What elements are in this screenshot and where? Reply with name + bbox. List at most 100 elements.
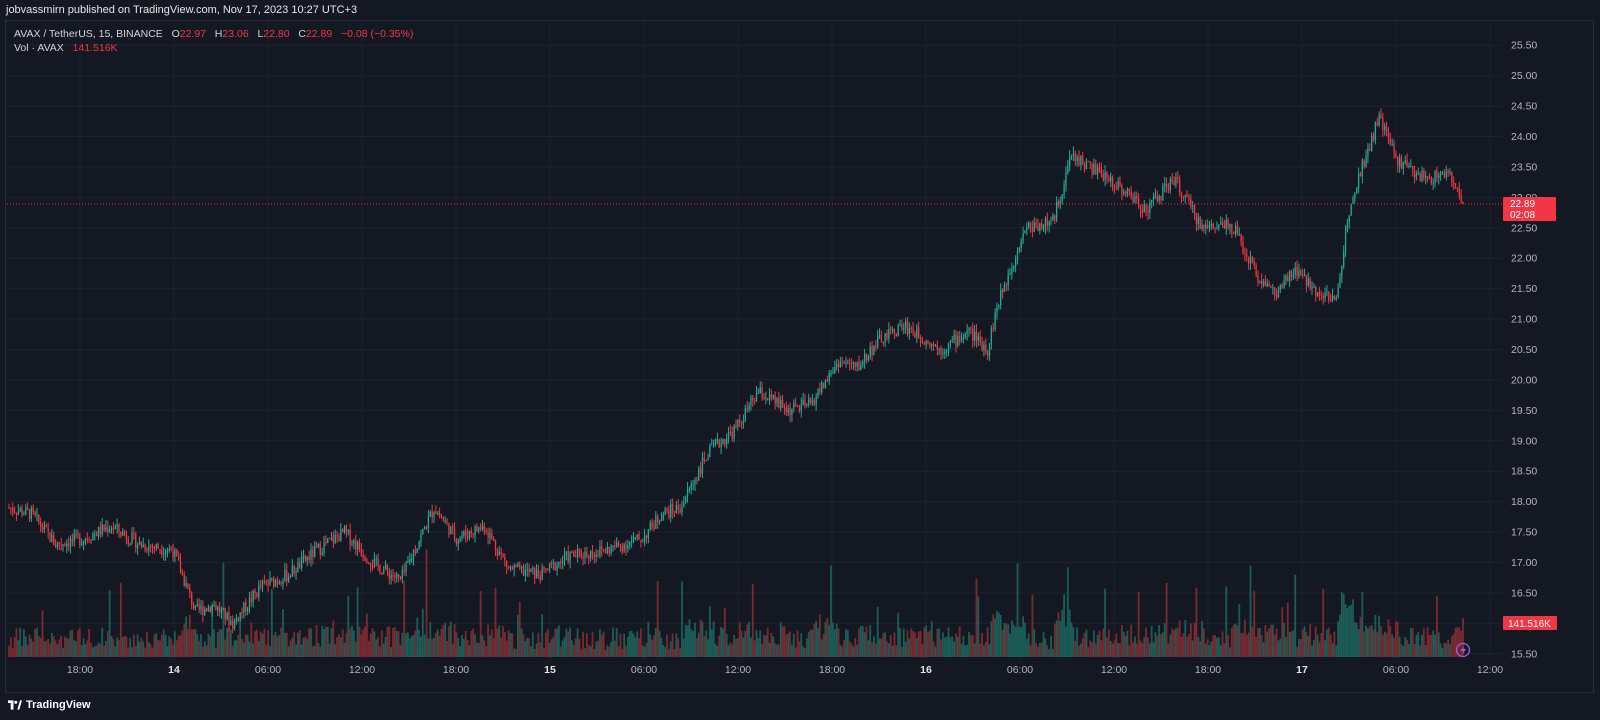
- volume-bar: [1355, 623, 1358, 657]
- time-tick-label: 18:00: [1195, 664, 1221, 676]
- time-tick-label: 06:00: [631, 664, 657, 676]
- time-axis[interactable]: 18:00 14 06:00 12:00 18:00 15 06:00 12:00 18:00 1…: [67, 664, 1503, 676]
- volume-bar: [709, 606, 711, 657]
- candle-body: [349, 529, 351, 545]
- candle-body: [1137, 198, 1140, 207]
- candle-body: [1175, 177, 1177, 186]
- candle-body: [727, 432, 730, 439]
- volume-bar: [572, 644, 575, 657]
- volume-bar: [105, 640, 107, 657]
- volume-bar: [1381, 634, 1384, 657]
- volume-bar: [256, 629, 258, 657]
- volume-bar: [140, 637, 143, 657]
- candle-body: [1257, 275, 1259, 282]
- price-axis[interactable]: 25.5025.0024.5024.0023.5023.0022.5022.00…: [1511, 40, 1537, 661]
- candle-body: [1212, 223, 1214, 229]
- lightning-icon[interactable]: [1455, 642, 1471, 658]
- volume-bar: [168, 636, 171, 657]
- candle-body: [34, 511, 36, 516]
- candle-body: [409, 559, 411, 562]
- candle-body: [181, 573, 184, 575]
- symbol-label[interactable]: AVAX / TetherUS, 15, BINANCE: [14, 28, 163, 40]
- volume-bar: [1128, 645, 1131, 657]
- volume-bar: [224, 639, 227, 657]
- volume-bar: [412, 634, 415, 657]
- volume-bar: [336, 637, 338, 657]
- volume-bar: [1326, 629, 1328, 657]
- candle-body: [921, 342, 924, 344]
- candle-body: [36, 514, 38, 516]
- volume-bar: [52, 636, 55, 657]
- volume-bar: [878, 638, 881, 657]
- candle-body: [1082, 156, 1084, 164]
- candle-body: [1072, 153, 1075, 156]
- volume-bar: [455, 632, 458, 657]
- volume-bar: [121, 637, 124, 657]
- chart-frame[interactable]: [5, 20, 1594, 693]
- volume-bar: [748, 621, 750, 657]
- candle-body: [1065, 172, 1067, 186]
- volume-bar: [1044, 638, 1047, 657]
- volume-bar: [283, 632, 286, 657]
- volume-bar: [468, 645, 471, 657]
- volume-bar: [852, 646, 855, 657]
- volume-bar: [269, 645, 271, 657]
- candle-body: [694, 479, 696, 485]
- volume-bar: [600, 634, 603, 657]
- volume-bar: [1001, 629, 1004, 657]
- volume-bar: [645, 642, 648, 657]
- candle-body: [468, 530, 471, 538]
- candle-body: [836, 364, 838, 367]
- volume-bar: [884, 632, 887, 657]
- volume-bar: [774, 643, 777, 657]
- volume-bar: [166, 646, 169, 657]
- volume-bar: [522, 634, 525, 657]
- volume-bar: [843, 639, 846, 657]
- candle-body: [614, 545, 616, 548]
- volume-bar: [513, 648, 516, 657]
- candle-body: [1449, 171, 1451, 173]
- volume-bar: [127, 647, 130, 657]
- volume-bar: [1083, 633, 1086, 657]
- volume-bar: [317, 643, 320, 657]
- tradingview-brand[interactable]: TradingView: [8, 699, 91, 711]
- candle-body: [297, 562, 299, 573]
- volume-label[interactable]: Vol · AVAX: [14, 42, 64, 54]
- candle-body: [576, 549, 579, 557]
- volume-bar: [1249, 565, 1252, 657]
- volume-bar: [1337, 621, 1340, 657]
- candle-body: [737, 420, 739, 428]
- volume-bar: [910, 628, 913, 657]
- volume-bar: [669, 641, 672, 657]
- volume-bar: [408, 638, 411, 657]
- candle-body: [796, 405, 799, 407]
- candle-body: [1380, 114, 1382, 119]
- volume-bar: [932, 641, 935, 657]
- candle-body: [379, 565, 381, 574]
- volume-bar: [235, 640, 238, 657]
- price-tick-label: 21.00: [1511, 314, 1537, 326]
- candle-body: [192, 604, 195, 609]
- candle-body: [1106, 172, 1108, 178]
- candle-body: [707, 457, 709, 461]
- candle-body: [1231, 223, 1233, 232]
- volume-bar: [1245, 634, 1248, 657]
- volume-bar: [1154, 632, 1157, 657]
- volume-bar: [1053, 624, 1056, 657]
- volume-bar: [565, 628, 568, 657]
- candle-body: [539, 576, 541, 580]
- volume-bar: [364, 626, 366, 657]
- volume-bar: [1380, 626, 1382, 657]
- volume-bar: [977, 596, 980, 657]
- volume-bar: [1040, 642, 1043, 657]
- candle-body: [869, 346, 871, 357]
- candle-body: [455, 538, 458, 544]
- volume-bar: [462, 638, 465, 657]
- volume-bar: [873, 636, 875, 657]
- volume-bar: [17, 640, 20, 657]
- candle-body: [1453, 182, 1455, 185]
- volume-bar: [830, 565, 832, 657]
- volume-bar: [1024, 622, 1026, 657]
- candle-body: [673, 512, 676, 514]
